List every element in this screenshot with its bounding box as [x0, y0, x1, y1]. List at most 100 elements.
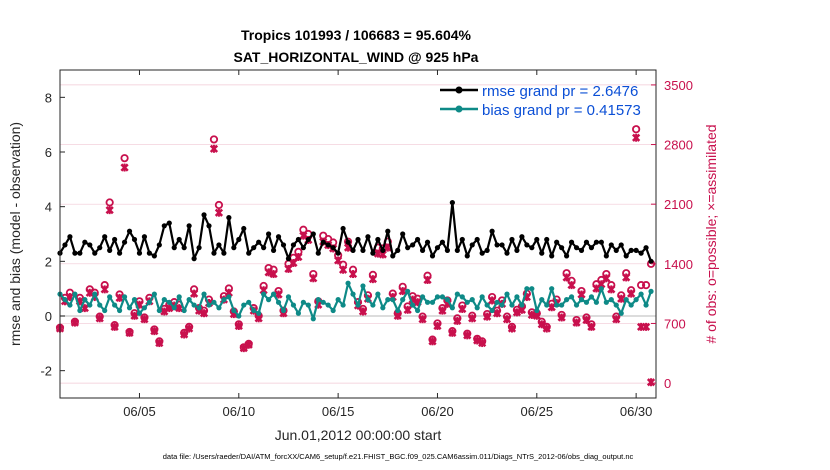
obs-assimilated-point: [105, 206, 114, 215]
rmse-point: [623, 253, 629, 259]
rmse-point: [648, 258, 654, 264]
rmse-point: [564, 253, 570, 259]
rmse-point: [345, 239, 351, 245]
bias-point: [559, 302, 565, 308]
obs-assimilated-point: [433, 321, 442, 331]
obs-assimilated-point: [512, 308, 522, 317]
obs-assimilated-point: [338, 265, 348, 274]
rmse-point: [509, 236, 515, 243]
bias-point: [564, 297, 570, 303]
rmse-point: [166, 220, 172, 226]
rmse-point: [375, 236, 381, 243]
bias-point: [598, 286, 604, 292]
y-axis-right: 0 700 1400 2100 2800 3500: [651, 78, 693, 391]
bias-point: [107, 294, 113, 300]
bias-point: [459, 294, 465, 300]
x-axis-label: Jun.01,2012 00:00:00 start: [275, 427, 442, 443]
rmse-point: [434, 245, 441, 251]
y-left-tick-label: -2: [40, 364, 52, 379]
y-axis-left: -2 0 2 4 6 8: [40, 90, 65, 379]
obs-assimilated-point: [423, 275, 432, 285]
obs-assimilated-point: [502, 315, 512, 324]
legend-marker-rmse: [455, 86, 463, 94]
rmse-point: [62, 242, 68, 248]
rmse-point: [494, 242, 500, 248]
rmse-point: [181, 245, 187, 251]
rmse-point: [141, 234, 148, 240]
bias-point: [474, 305, 480, 311]
bias-point: [454, 291, 460, 297]
bias-point: [529, 286, 535, 292]
legend-label-rmse: rmse grand pr = 2.6476: [482, 83, 638, 100]
x-tick-label: 06/15: [322, 404, 355, 419]
bias-point: [236, 313, 242, 319]
obs-assimilated-point: [70, 318, 80, 327]
rmse-point: [593, 239, 600, 245]
rmse-point: [573, 245, 580, 251]
rmse-point: [87, 242, 93, 248]
bias-point: [514, 294, 520, 300]
rmse-point: [598, 239, 604, 245]
bias-point: [390, 297, 396, 303]
rmse-point: [126, 228, 133, 234]
rmse-point: [350, 247, 356, 253]
y-right-tick-label: 700: [664, 316, 686, 331]
bias-point: [151, 291, 157, 297]
bias-point: [479, 294, 485, 300]
obs-assimilated-point: [487, 296, 497, 305]
bias-point: [504, 291, 510, 297]
obs-assimilated-point: [572, 318, 581, 327]
rmse-point: [270, 247, 277, 253]
rmse-point: [539, 250, 545, 256]
rmse-point: [285, 256, 292, 262]
obs-assimilated-point: [463, 331, 472, 340]
rmse-point: [146, 250, 152, 256]
obs-assimilated-point: [567, 280, 576, 290]
bias-point: [221, 297, 227, 303]
rmse-point: [405, 245, 411, 251]
obs-assimilated-point: [641, 322, 651, 331]
bias-point: [275, 299, 282, 305]
y-right-tick-label: 2800: [664, 138, 693, 153]
bias-point: [539, 297, 545, 303]
bias-point: [439, 294, 446, 300]
obs-assimilated-point: [289, 258, 298, 268]
bias-point: [92, 291, 98, 297]
rmse-point: [201, 212, 207, 218]
bias-point: [97, 302, 103, 308]
obs-assimilated-point: [448, 328, 457, 337]
obs-assimilated-point: [150, 327, 159, 336]
obs-assimilated-point: [125, 328, 134, 337]
obs-assimilated-point: [542, 324, 551, 333]
obs-assimilated-point: [185, 324, 194, 333]
y-axis-left-label: rmse and bias (model - observation): [7, 122, 23, 346]
bias-point: [385, 297, 391, 303]
rmse-point: [588, 245, 595, 251]
rmse-point: [469, 242, 475, 248]
bias-point: [300, 299, 306, 305]
rmse-point: [514, 247, 520, 253]
bias-point: [325, 302, 331, 308]
rmse-point: [305, 236, 311, 243]
obs-assimilated-point: [214, 208, 224, 217]
bias-point: [72, 291, 78, 297]
bias-point: [449, 305, 455, 311]
obs-assimilated-point: [418, 315, 427, 324]
bias-point: [216, 305, 222, 311]
rmse-point: [216, 242, 222, 248]
rmse-point: [429, 253, 436, 259]
bias-point: [405, 288, 411, 294]
rmse-point: [300, 245, 306, 251]
bias-point: [246, 299, 252, 305]
bias-point: [196, 305, 202, 311]
bias-point: [67, 302, 73, 308]
obs-assimilated-point: [140, 315, 149, 324]
x-tick-label: 06/20: [421, 404, 454, 419]
rmse-point: [191, 256, 197, 262]
rmse-point: [295, 236, 301, 243]
rmse-point: [176, 236, 182, 243]
rmse-point: [444, 247, 450, 253]
rmse-point: [251, 245, 257, 251]
bias-point: [355, 302, 361, 308]
rmse-point: [534, 236, 540, 243]
